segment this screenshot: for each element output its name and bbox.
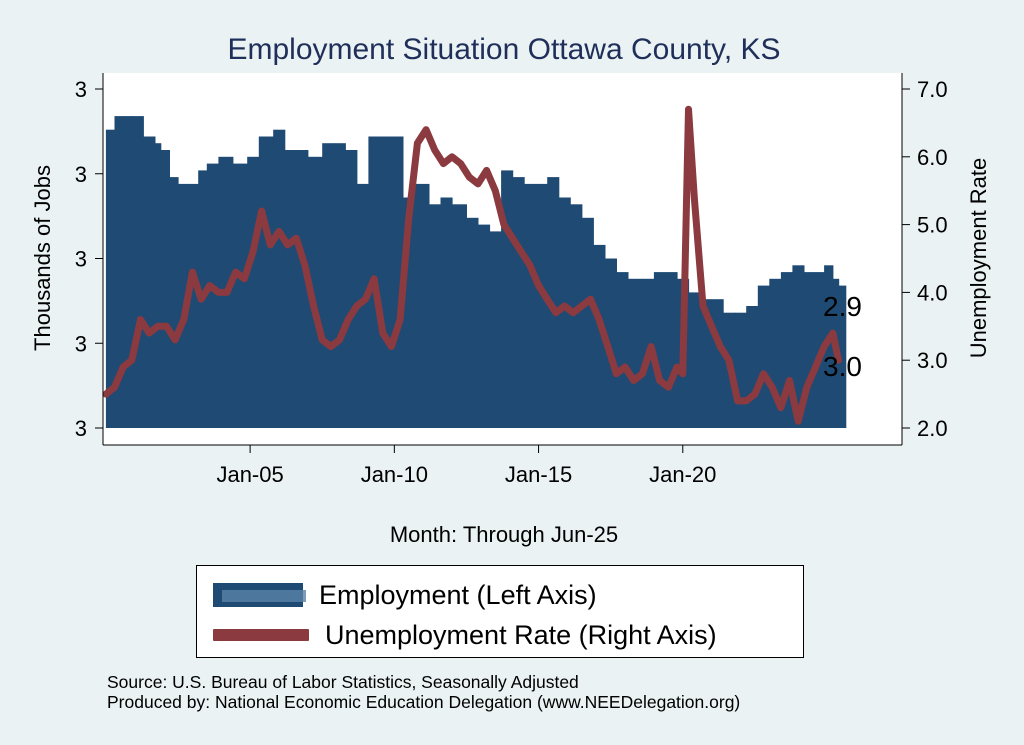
employment-bar — [466, 217, 479, 428]
employment-bar — [428, 204, 441, 428]
right-axis-ticks: 2.0 3.0 4.0 5.0 6.0 7.0 — [902, 77, 948, 441]
employment-bar — [524, 183, 537, 428]
x-tick-label: Jan-05 — [216, 462, 283, 487]
right-axis-label: Unemployment Rate — [966, 158, 991, 359]
employment-bar — [824, 265, 834, 428]
employment-bar — [273, 129, 286, 428]
employment-bar — [757, 285, 770, 428]
employment-bar — [838, 285, 847, 428]
employment-bar — [489, 231, 502, 428]
employment-bar — [105, 129, 116, 428]
legend-swatch-bar — [213, 583, 306, 607]
employment-bar — [154, 143, 162, 428]
employment-bar — [160, 150, 170, 428]
x-axis-ticks: Jan-05 Jan-10 Jan-15 Jan-20 — [216, 445, 716, 487]
employment-bar — [414, 183, 430, 428]
unemployment-rate-line — [102, 105, 842, 425]
producer-line: Produced by: National Economic Education… — [107, 692, 741, 712]
employment-bar — [345, 150, 358, 428]
employment-bar — [734, 312, 747, 428]
employment-bar — [746, 306, 759, 428]
employment-bar — [322, 143, 335, 428]
employment-bar — [604, 258, 617, 428]
legend-label-employment: Employment (Left Axis) — [319, 579, 597, 610]
left-tick-label: 3 — [75, 416, 87, 441]
employment-bar — [665, 272, 678, 428]
left-tick-label: 3 — [75, 247, 87, 272]
right-tick-label: 3.0 — [917, 348, 948, 373]
employment-bar — [535, 183, 548, 428]
x-tick-label: Jan-15 — [505, 462, 572, 487]
left-tick-label: 3 — [75, 162, 87, 187]
source-note: Source: U.S. Bureau of Labor Statistics,… — [107, 672, 740, 712]
employment-bar — [711, 299, 724, 428]
employment-bar — [143, 136, 156, 428]
employment-bar — [478, 224, 491, 428]
employment-bar — [123, 116, 133, 428]
source-line: Source: U.S. Bureau of Labor Statistics,… — [107, 672, 579, 692]
right-tick-label: 6.0 — [917, 145, 948, 170]
employment-bar — [296, 150, 309, 428]
employment-bar — [792, 265, 805, 428]
x-tick-label: Jan-10 — [361, 462, 428, 487]
legend-swatch-line — [213, 629, 309, 641]
employment-bar — [391, 136, 404, 428]
x-tick-label: Jan-20 — [649, 462, 716, 487]
employment-bar — [307, 156, 323, 429]
employment-bar — [247, 156, 260, 429]
employment-bar — [379, 136, 392, 428]
left-axis-label: Thousands of Jobs — [30, 165, 55, 351]
unemployment-end-label: 3.0 — [823, 351, 862, 382]
employment-bar — [616, 272, 629, 428]
employment-bar — [570, 204, 583, 428]
right-tick-label: 7.0 — [917, 77, 948, 102]
employment-bar — [700, 299, 713, 428]
employment-bar — [206, 163, 219, 428]
right-tick-label: 5.0 — [917, 213, 948, 238]
employment-bar — [593, 244, 606, 428]
employment-bar — [356, 183, 369, 428]
employment-bar — [512, 177, 525, 428]
legend-item-employment: Employment (Left Axis) — [213, 578, 597, 612]
left-axis-ticks: 3 3 3 3 3 — [75, 77, 103, 441]
employment-bar — [452, 204, 467, 428]
employment-bar — [558, 197, 571, 428]
employment-bar — [284, 150, 297, 428]
employment-bar — [169, 177, 179, 428]
left-tick-label: 3 — [75, 331, 87, 356]
employment-bar — [628, 278, 643, 428]
employment-bar — [581, 217, 594, 428]
employment-bar — [114, 116, 124, 428]
employment-bar — [232, 163, 248, 428]
legend-item-unemployment: Unemployment Rate (Right Axis) — [213, 618, 717, 652]
employment-bar — [333, 143, 346, 428]
left-tick-label: 3 — [75, 77, 87, 102]
legend-label-unemployment: Unemployment Rate (Right Axis) — [325, 619, 717, 650]
employment-bar — [688, 292, 701, 428]
employment-end-label: 2.9 — [823, 291, 862, 322]
legend: Employment (Left Axis) Unemployment Rate… — [196, 565, 804, 658]
right-tick-label: 2.0 — [917, 416, 948, 441]
x-axis-label: Month: Through Jun-25 — [390, 522, 618, 547]
employment-bar — [440, 197, 453, 428]
employment-bar — [653, 272, 666, 428]
employment-bar — [178, 183, 188, 428]
chart-title: Employment Situation Ottawa County, KS — [227, 33, 780, 66]
employment-bar — [186, 183, 199, 428]
employment-bar — [131, 116, 144, 428]
employment-bar — [258, 136, 274, 428]
right-tick-label: 4.0 — [917, 280, 948, 305]
